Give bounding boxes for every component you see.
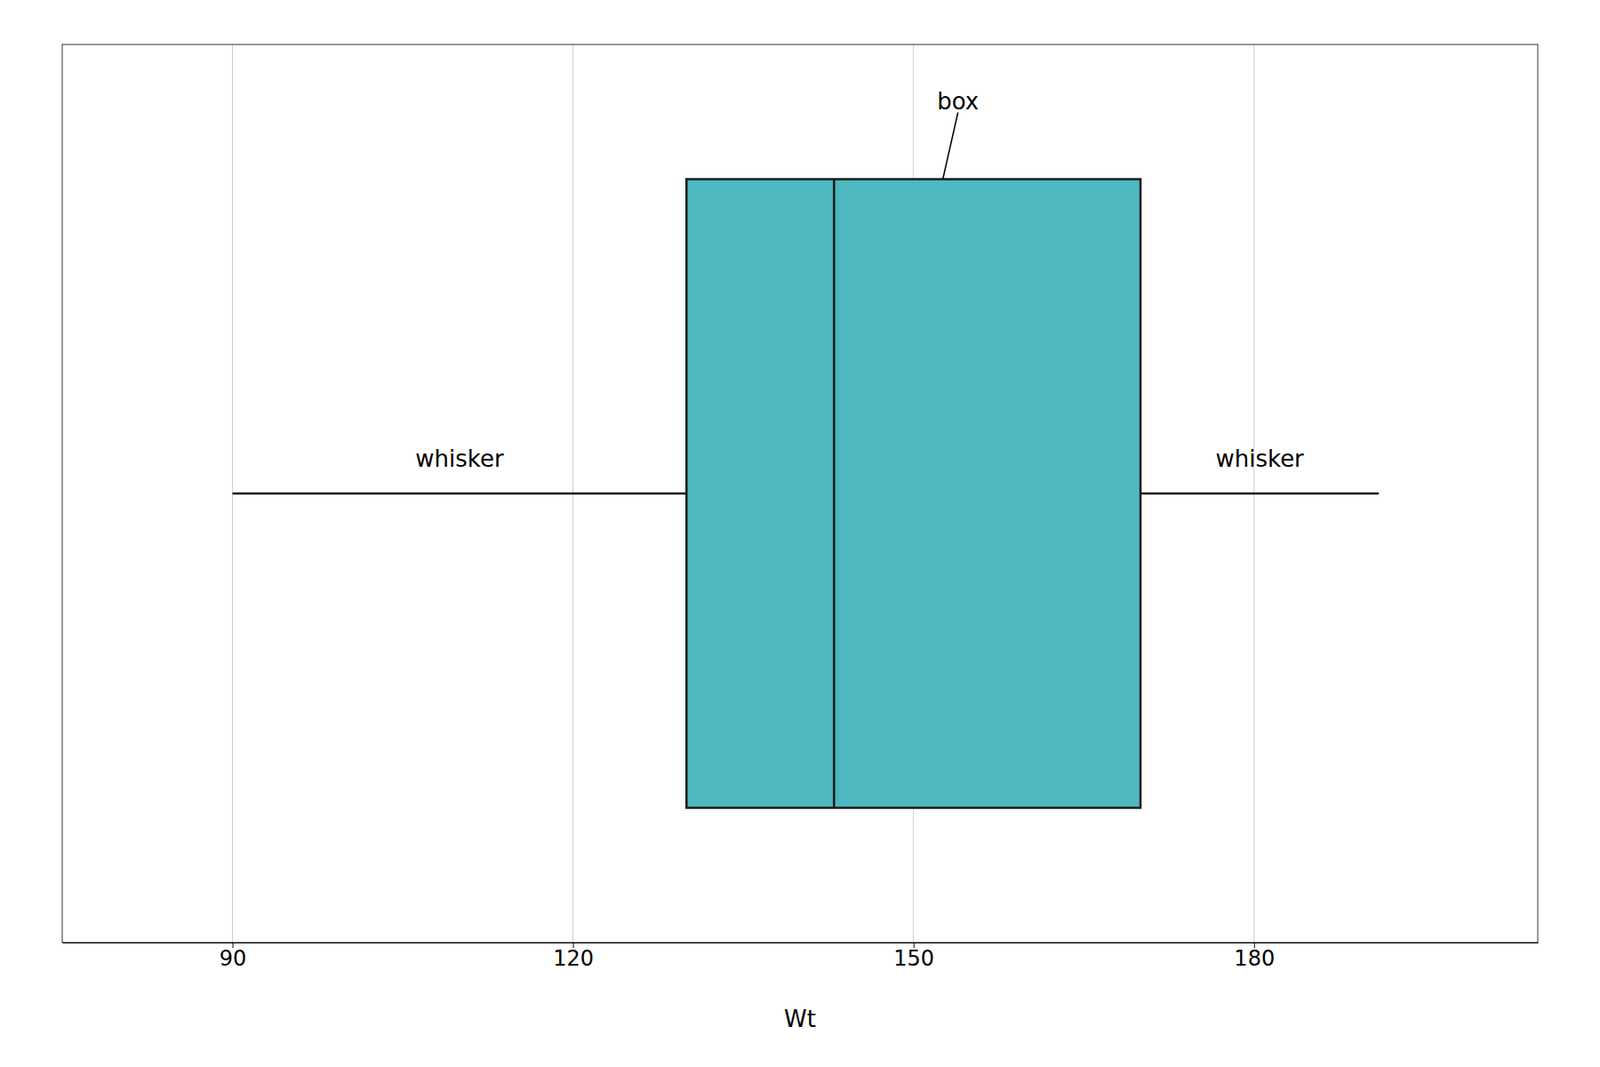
plot-frame bbox=[62, 44, 1538, 943]
whisker-high bbox=[1140, 492, 1379, 496]
chart: 90 120 150 180 Wt box whisker whisker bbox=[0, 0, 1600, 1067]
whisker-low bbox=[232, 492, 688, 496]
median bbox=[832, 179, 836, 808]
grid bbox=[232, 44, 1255, 943]
x-tick: 90 bbox=[219, 942, 248, 971]
annotation: whisker bbox=[415, 445, 504, 472]
annotation: box bbox=[936, 88, 979, 115]
x-axis: 90 120 150 180 bbox=[63, 942, 1539, 971]
x-tick-label: 120 bbox=[552, 945, 594, 971]
x-tick-label: 150 bbox=[893, 945, 935, 971]
box-plot bbox=[232, 179, 1380, 808]
x-tick: 150 bbox=[893, 942, 935, 971]
box bbox=[686, 179, 1141, 808]
x-axis-title: Wt bbox=[784, 1005, 816, 1032]
annotation: whisker bbox=[1215, 445, 1304, 472]
x-tick-label: 90 bbox=[219, 945, 248, 971]
x-tick-label: 180 bbox=[1233, 945, 1275, 971]
annotations: box whisker whisker bbox=[415, 88, 1304, 473]
x-tick: 180 bbox=[1233, 942, 1275, 971]
x-axis-line bbox=[63, 942, 1539, 944]
x-tick: 120 bbox=[552, 942, 594, 971]
annotation-line bbox=[943, 112, 959, 180]
